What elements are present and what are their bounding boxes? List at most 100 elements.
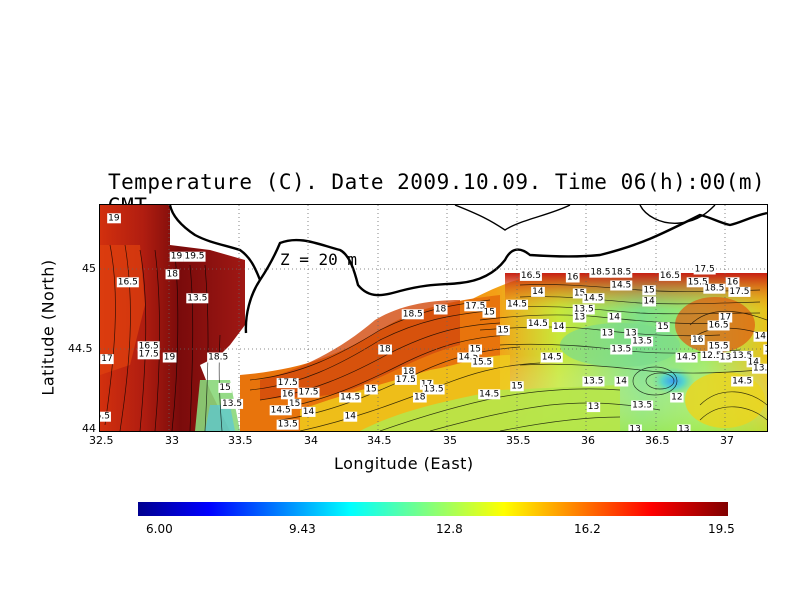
temperature-map: Z = 20 m 19 16.5 19 19.5 18 13.5 16.5 17.5 19 17 1… — [99, 204, 768, 432]
contour-label: 15.5 — [707, 341, 730, 352]
svg-text:16: 16 — [692, 335, 704, 345]
svg-text:13: 13 — [629, 425, 640, 432]
contour-label: 14.5 — [526, 318, 549, 329]
land-kerch — [639, 205, 716, 224]
svg-text:19: 19 — [164, 353, 176, 363]
coastline — [168, 205, 767, 334]
colorbar-tick: 16.2 — [574, 522, 601, 536]
svg-text:13: 13 — [720, 353, 731, 363]
contour-label: 17 — [100, 354, 114, 365]
svg-text:13.5: 13.5 — [611, 345, 631, 355]
contour-label: 14 — [551, 322, 566, 333]
y-tick: 44.5 — [68, 342, 93, 355]
svg-text:15: 15 — [497, 325, 508, 335]
svg-text:16.5: 16.5 — [118, 277, 138, 287]
svg-text:16: 16 — [567, 273, 579, 283]
svg-text:15: 15 — [511, 381, 522, 391]
x-tick: 32.5 — [89, 434, 114, 447]
svg-text:14.5: 14.5 — [479, 389, 499, 399]
contour-label: 14.5 — [610, 280, 633, 291]
x-tick: 35.5 — [506, 434, 531, 447]
sea-field-green — [360, 385, 620, 431]
contour-label: 17 — [718, 312, 733, 323]
contour-label: 15.5 — [471, 357, 494, 368]
y-tick: 44 — [82, 422, 96, 435]
contour-label: 15.5 — [686, 277, 709, 288]
x-tick: 35 — [443, 434, 457, 447]
contour-label: 13.5 — [752, 363, 767, 374]
contour-label: 14.5 — [457, 352, 480, 363]
contour-label: 13 — [718, 352, 733, 363]
contour-label: 16 — [725, 277, 740, 288]
contour-label: 17.5 — [276, 378, 299, 389]
gridlines — [100, 205, 767, 431]
contour-label: 17.5 — [137, 349, 160, 360]
contour-label: 18 — [165, 269, 180, 280]
svg-text:18: 18 — [435, 305, 447, 315]
y-tick: 45 — [82, 262, 96, 275]
svg-text:14: 14 — [643, 297, 655, 307]
land-crimea — [170, 205, 767, 367]
contour-label: 14.5 — [339, 392, 362, 403]
contour-label: 16 — [690, 334, 705, 345]
contour-label: 14.5 — [540, 352, 563, 363]
svg-text:16: 16 — [727, 277, 739, 287]
svg-text:19: 19 — [171, 252, 183, 262]
svg-text:14.5: 14.5 — [677, 353, 697, 363]
svg-text:15: 15 — [365, 385, 376, 395]
svg-text:17.5: 17.5 — [729, 287, 749, 297]
svg-text:14.5: 14.5 — [542, 353, 562, 363]
svg-text:14: 14 — [616, 377, 628, 387]
x-tick: 36 — [581, 434, 595, 447]
svg-text:13.5: 13.5 — [424, 385, 444, 395]
depth-label: Z = 20 m — [280, 250, 357, 269]
contour-label: 14 — [642, 296, 657, 307]
svg-text:14.5: 14.5 — [340, 393, 360, 403]
svg-text:13.5: 13.5 — [753, 364, 767, 374]
contour-label: 13.5 — [276, 419, 299, 430]
contour-label: 14 — [531, 286, 545, 297]
svg-text:18.5: 18.5 — [208, 353, 228, 363]
svg-text:18: 18 — [167, 269, 179, 279]
svg-text:15: 15 — [470, 345, 481, 355]
contour-label: 13 — [624, 328, 638, 339]
contour-label: 15 — [218, 382, 232, 393]
contour-label: 18 — [433, 304, 448, 315]
svg-text:16.5: 16.5 — [521, 271, 541, 281]
contour-label: 16 — [565, 272, 580, 283]
svg-text:16.5: 16.5 — [660, 271, 680, 281]
contour-label: 13 — [600, 328, 615, 339]
contour-label: 16.5 — [658, 270, 681, 281]
svg-text:14.5: 14.5 — [271, 405, 291, 415]
contour-label: 13 — [677, 424, 691, 431]
contour-label: 19 — [162, 352, 177, 363]
land-north-coast — [454, 205, 571, 231]
contour-label: 14 — [614, 376, 629, 387]
contour-label: 13 — [572, 312, 587, 323]
colorbar-tick: 9.43 — [289, 522, 316, 536]
contour-label: 13.5 — [572, 304, 595, 315]
svg-text:15: 15 — [483, 308, 494, 318]
svg-text:15: 15 — [219, 383, 230, 393]
contour-label: 14.5 — [731, 376, 754, 387]
contour-label: 17.5 — [693, 264, 716, 275]
cold-spot — [651, 367, 695, 395]
contour-label: 16.5 — [137, 341, 160, 352]
contour-label: 5.5 — [100, 411, 111, 422]
contour-label: 14 — [607, 312, 622, 323]
svg-text:13: 13 — [625, 329, 636, 339]
x-tick: 34.5 — [367, 434, 392, 447]
svg-text:13: 13 — [588, 402, 599, 412]
contour-label: 14 — [301, 406, 316, 417]
svg-text:13.5: 13.5 — [732, 351, 752, 361]
contour-label: 15 — [468, 344, 483, 355]
x-axis-label: Longitude (East) — [334, 454, 474, 473]
sea-field-west-cyan — [205, 405, 235, 431]
y-axis-label: Latitude (North) — [38, 259, 58, 396]
contour-label: 15 — [510, 381, 524, 392]
colorbar-tick: 6.00 — [146, 522, 173, 536]
contour-label: 17.5 — [728, 286, 751, 297]
svg-text:18: 18 — [403, 367, 415, 377]
svg-text:15.5: 15.5 — [709, 341, 729, 351]
svg-text:12.5: 12.5 — [702, 351, 722, 361]
